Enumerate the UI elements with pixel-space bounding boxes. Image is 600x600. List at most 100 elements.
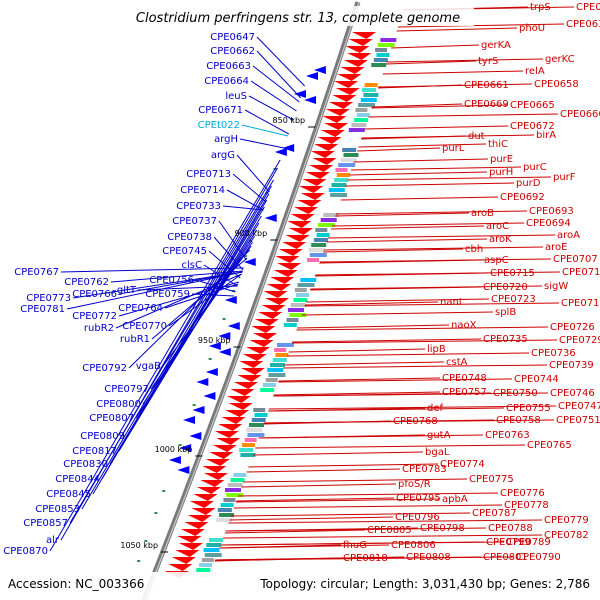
forward-gene-arrow [352, 32, 377, 39]
gene-label-splb: splB [495, 307, 516, 318]
reverse-gene-arrow [205, 368, 218, 376]
gene-label-cpe0736: CPE0736 [531, 348, 576, 359]
reverse-gene-arrow [196, 378, 209, 386]
label-connector [244, 109, 290, 135]
feature-block [373, 58, 388, 62]
label-connector [296, 326, 549, 331]
forward-gene-arrow [209, 452, 234, 459]
feature-block [254, 413, 268, 417]
gene-label-cpe0744: CPE0744 [514, 374, 559, 385]
feature-block [244, 438, 257, 442]
forward-gene-arrow [335, 88, 360, 95]
feature-block [241, 443, 255, 447]
gene-label-bira: birA [536, 130, 556, 141]
label-connector [315, 271, 561, 276]
label-connector [268, 405, 557, 410]
forward-gene-arrow [266, 284, 291, 291]
label-connector [60, 167, 278, 541]
feature-block [334, 178, 349, 182]
label-connector [164, 283, 239, 309]
gene-label-cpe0767: CPE0767 [14, 267, 59, 278]
forward-gene-arrow [249, 340, 274, 347]
feature-block [380, 38, 397, 42]
label-connector [252, 65, 300, 103]
label-connector [323, 246, 544, 251]
forward-gene-arrow [273, 270, 298, 277]
gene-label-purh: purH [489, 167, 513, 178]
gene-label-cpe0738: CPE0738 [167, 232, 212, 243]
forward-gene-arrow [254, 319, 279, 326]
gene-label-def: def [427, 403, 444, 414]
gene-label-purf: purF [553, 172, 576, 183]
gene-label-purc: purC [523, 162, 547, 173]
label-connector [219, 544, 390, 549]
forward-gene-arrow [300, 193, 325, 200]
forward-gene-arrow [277, 263, 302, 270]
feature-block [269, 363, 285, 367]
reverse-gene-arrow [168, 456, 181, 464]
gene-label-cpe0857: CPE0857 [23, 518, 68, 529]
gene-label-argg: argG [211, 150, 235, 161]
small-feature-mark [154, 512, 158, 514]
forward-gene-arrow [285, 235, 310, 242]
small-feature-mark [192, 404, 196, 406]
forward-gene-arrow [278, 249, 303, 256]
reverse-gene-arrow [274, 148, 287, 156]
small-feature-mark [162, 490, 166, 492]
kbp-tick-layer: 850 kbp 900 kbp 950 kbp 1000 kbp 1050 kbp [120, 116, 316, 553]
gene-label-cpe0765: CPE0765 [527, 440, 572, 451]
gene-label-cpe0739: CPE0739 [549, 360, 594, 371]
gene-label-gltt: gltT [117, 285, 137, 296]
label-connector [258, 434, 484, 439]
gene-label-cpe0733: CPE0733 [176, 201, 221, 212]
reverse-gene-arrow [177, 466, 190, 474]
feature-block [358, 103, 376, 107]
gene-label-cpe0693: CPE0693 [529, 206, 574, 217]
gene-label-cpe0788: CPE0788 [488, 523, 533, 534]
gene-label-cpet022: CPEt022 [198, 120, 240, 131]
label-connector [252, 451, 424, 456]
feature-block [196, 568, 211, 572]
feature-block [248, 423, 264, 427]
gene-label-argh: argH [214, 134, 238, 145]
feature-block [233, 473, 247, 477]
label-connector [256, 36, 306, 87]
forward-gene-arrow [287, 221, 312, 228]
gene-label-pure: purE [490, 154, 513, 165]
gene-label-cpe0790: CPE0790 [516, 552, 561, 563]
gene-label-cpe0759: CPE0759 [145, 289, 190, 300]
label-connector [273, 391, 441, 396]
gene-label-cpe0720: CPE0720 [483, 282, 528, 293]
label-connector [278, 378, 513, 383]
gene-label-cpe0750: CPE0750 [493, 388, 538, 399]
feature-block [246, 428, 263, 432]
feature-block [342, 148, 357, 152]
label-connector [220, 541, 505, 546]
forward-gene-arrow [343, 60, 368, 67]
gene-label-cpe0715: CPE0715 [490, 268, 535, 279]
feature-block [265, 378, 278, 382]
forward-gene-arrow [196, 487, 221, 494]
gene-label-cpe0795: CPE0795 [396, 493, 441, 504]
gene-label-cpe0666: CPE0666 [560, 109, 600, 120]
feature-block [224, 488, 241, 492]
gene-label-aroe: aroE [545, 242, 567, 253]
forward-gene-arrow [270, 277, 295, 284]
label-connector [336, 210, 528, 215]
footer-background [0, 572, 600, 600]
feature-block [309, 253, 327, 257]
forward-gene-arrow [212, 445, 237, 452]
forward-gene-arrow [200, 480, 225, 487]
label-connector [335, 212, 470, 217]
forward-gene-arrow [221, 417, 246, 424]
gene-label-alr: alr [46, 535, 60, 546]
label-connector [347, 176, 552, 181]
gene-label-cpe0694: CPE0694 [526, 218, 571, 229]
label-connector [239, 138, 285, 149]
label-connector [330, 225, 485, 230]
forward-gene-arrow [312, 158, 337, 165]
feature-block [217, 508, 232, 512]
gene-label-cpe0751: CPE0751 [556, 415, 600, 426]
label-connector [378, 83, 533, 88]
label-connector [268, 407, 505, 412]
